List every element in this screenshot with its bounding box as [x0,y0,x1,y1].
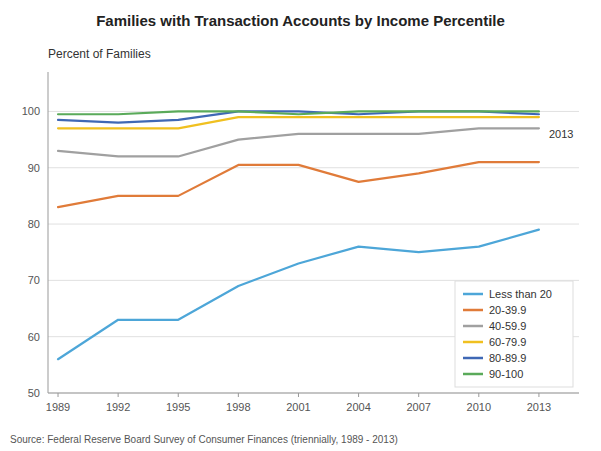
y-tick-label: 70 [28,274,40,286]
legend-entry: 20-39.9 [489,304,526,316]
series-line [58,128,539,156]
legend-entry: 40-59.9 [489,320,526,332]
y-axis [48,72,49,393]
grid-line [48,393,579,394]
y-tick-label: 50 [28,387,40,399]
x-tick-label: 1998 [226,401,250,413]
x-tick [118,393,119,397]
series-line [58,162,539,207]
source-note: Source: Federal Reserve Board Survey of … [10,434,398,445]
x-tick-label: 2010 [467,401,491,413]
x-tick-label: 1989 [46,401,70,413]
x-tick-label: 2004 [346,401,370,413]
grid-line [48,224,579,225]
grid [48,111,579,393]
y-tick-label: 60 [28,331,40,343]
legend: Less than 20 20-39.9 40-59.9 60-79.9 80-89.9… [455,281,573,387]
legend-swatch [463,293,483,296]
x-tick [178,393,179,397]
title: Families with Transaction Accounts by In… [96,12,505,29]
legend-entry: 60-79.9 [489,336,526,348]
legend-swatch [463,357,483,360]
legend-swatch [463,373,483,376]
x-tick [358,393,359,397]
y-tick-label: 80 [28,218,40,230]
legend-box [455,281,573,387]
legend-entry: 80-89.9 [489,352,526,364]
x-axis [48,393,579,394]
x-tick-label: 1992 [106,401,130,413]
legend-entry: Less than 20 [489,288,552,300]
x-tick-label: 2007 [406,401,430,413]
series-line [58,111,539,122]
series-line [58,111,539,114]
y-tick-label: 100 [22,105,40,117]
y-axis-label: Percent of Families [48,47,151,61]
x-tick-label: 2001 [286,401,310,413]
legend-swatch [463,341,483,344]
x-tick [238,393,239,397]
annotation: 2013 [549,128,573,140]
legend-entry: 90-100 [489,368,523,380]
y-tick-label: 90 [28,162,40,174]
x-tick [418,393,419,397]
x-tick [58,393,59,397]
legend-swatch [463,325,483,328]
x-tick-label: 2013 [527,401,551,413]
x-tick-label: 1995 [166,401,190,413]
chart: Families with Transaction Accounts by In… [0,0,601,451]
legend-swatch [463,309,483,312]
x-tick [478,393,479,397]
x-tick [298,393,299,397]
x-tick [538,393,539,397]
